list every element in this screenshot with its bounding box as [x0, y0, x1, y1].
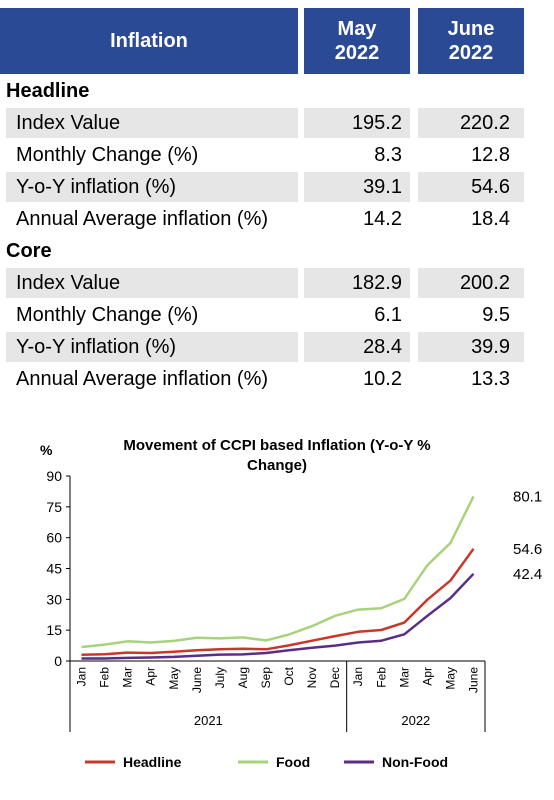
- x-tick-label: July: [213, 667, 227, 688]
- x-tick-label: Sep: [259, 667, 273, 689]
- y-tick-label: 90: [46, 468, 62, 484]
- x-tick-label: Feb: [98, 667, 112, 688]
- row-value-june: 9.5: [482, 304, 510, 326]
- table-header-may-2022: May 2022: [304, 8, 410, 74]
- section-title-headline: Headline: [6, 80, 90, 102]
- y-tick-label: 75: [46, 499, 62, 515]
- row-value-june: 13.3: [471, 368, 510, 390]
- series-line-non-food: [81, 572, 475, 660]
- row-value-june: 18.4: [471, 208, 510, 230]
- table-header-inflation: Inflation: [0, 8, 298, 74]
- y-tick-label: 45: [46, 561, 62, 577]
- y-tick-label: 0: [54, 653, 62, 669]
- chart-title-line: Movement of CCPI based Inflation (Y-o-Y …: [123, 437, 430, 454]
- row-label: Y-o-Y inflation (%): [6, 172, 298, 202]
- row-label: Index Value: [6, 108, 298, 138]
- row-value-may: 10.2: [363, 368, 402, 390]
- section-title-core: Core: [6, 240, 52, 262]
- x-tick-label: Aug: [236, 667, 250, 688]
- x-tick-label: Mar: [397, 667, 411, 688]
- series-line-headline: [81, 548, 475, 657]
- x-tick-label: Apr: [144, 667, 158, 686]
- y-axis-label: %: [40, 442, 53, 458]
- x-tick-label: June: [466, 667, 480, 693]
- x-tick-label: May: [167, 667, 181, 690]
- y-tick-label: 15: [46, 622, 62, 638]
- row-value-may: 6.1: [374, 304, 402, 326]
- row-label: Monthly Change (%): [16, 144, 199, 166]
- row-value-may: 14.2: [363, 208, 402, 230]
- x-tick-label: Jan: [351, 667, 365, 686]
- x-tick-label: Mar: [121, 667, 135, 688]
- x-tick-label: Feb: [374, 667, 388, 688]
- row-value-june: 220.2: [418, 108, 524, 138]
- x-tick-label: June: [190, 667, 204, 693]
- row-value-june: 39.9: [418, 332, 524, 362]
- series-line-food: [81, 495, 475, 649]
- table-header-june-2022: June 2022: [418, 8, 524, 74]
- row-label: Annual Average inflation (%): [16, 208, 269, 230]
- x-tick-label: Nov: [305, 667, 319, 688]
- ccpi-inflation-line-chart: Movement of CCPI based Inflation (Y-o-Y …: [40, 437, 542, 770]
- legend-label-headline: Headline: [123, 754, 182, 770]
- x-tick-label: Oct: [282, 666, 296, 685]
- chart-title-line: Change): [247, 457, 307, 474]
- row-label: Monthly Change (%): [16, 304, 199, 326]
- x-tick-label: Dec: [328, 667, 342, 688]
- y-tick-label: 60: [46, 530, 62, 546]
- row-value-may: 8.3: [374, 144, 402, 166]
- series-end-label-headline: 54.6: [513, 541, 542, 558]
- row-value-june: 200.2: [418, 268, 524, 298]
- row-value-may: 28.4: [304, 332, 410, 362]
- legend-label-non-food: Non-Food: [382, 754, 448, 770]
- row-value-may: 182.9: [304, 268, 410, 298]
- year-group-label: 2021: [194, 713, 223, 728]
- series-end-label-non-food: 42.4: [513, 566, 542, 583]
- legend-label-food: Food: [276, 754, 310, 770]
- row-value-may: 195.2: [304, 108, 410, 138]
- row-label: Annual Average inflation (%): [16, 368, 269, 390]
- year-group-label: 2022: [401, 713, 430, 728]
- row-label: Index Value: [6, 268, 298, 298]
- row-value-may: 39.1: [304, 172, 410, 202]
- row-value-june: 12.8: [471, 144, 510, 166]
- y-tick-label: 30: [46, 591, 62, 607]
- x-tick-label: Apr: [420, 667, 434, 686]
- x-tick-label: May: [443, 667, 457, 690]
- series-end-label-food: 80.1: [513, 488, 542, 505]
- x-tick-label: Jan: [75, 667, 89, 686]
- row-label: Y-o-Y inflation (%): [6, 332, 298, 362]
- row-value-june: 54.6: [418, 172, 524, 202]
